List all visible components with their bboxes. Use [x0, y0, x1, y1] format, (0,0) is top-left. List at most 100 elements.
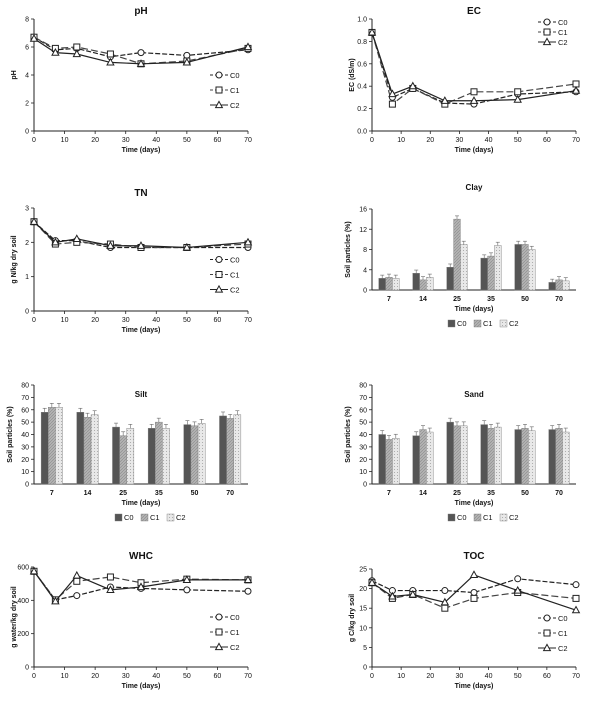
- bar-c1: [555, 428, 563, 485]
- chart-sand: Sand 0 10 20 30 40 50 60 70 80 Soil particles (%) T…: [345, 383, 576, 522]
- bar-c0: [76, 412, 85, 485]
- y-tick-label: 5: [363, 645, 367, 652]
- x-tick-label: 30: [456, 673, 464, 680]
- bar-c1: [226, 418, 234, 485]
- x-tick-label: 30: [122, 137, 130, 144]
- x-tick-label: 50: [183, 317, 191, 324]
- x-tick-label: 0: [370, 137, 374, 144]
- y-axis-label: Soil particles (%): [345, 221, 352, 277]
- bar-c0: [514, 429, 522, 485]
- y-tick-label: 0: [363, 482, 367, 489]
- y-tick-label: 1: [25, 274, 29, 281]
- bar-c2: [392, 438, 400, 485]
- legend-label: C2: [230, 101, 240, 110]
- bar-c0: [378, 278, 386, 291]
- x-tick-label: 50: [521, 296, 529, 303]
- y-tick-label: 20: [359, 586, 367, 593]
- x-tick-label: 50: [191, 490, 199, 497]
- y-tick-label: 10: [359, 469, 367, 476]
- data-point-c2: [51, 47, 60, 56]
- y-tick-label: 8: [25, 17, 29, 24]
- y-tick-label: 0: [363, 665, 367, 672]
- data-point-c2: [243, 575, 253, 583]
- x-axis-label: Time (days): [122, 327, 161, 334]
- x-tick-label: 40: [485, 137, 493, 144]
- bar-c1: [119, 435, 127, 485]
- x-tick-label: 0: [32, 673, 36, 680]
- legend-marker: [214, 642, 224, 651]
- legend-label: C2: [558, 38, 568, 47]
- x-axis-label: Time (days): [122, 500, 161, 507]
- bar-c2: [126, 428, 135, 485]
- chart-title: WHC: [129, 551, 153, 562]
- bar-c1: [487, 428, 495, 485]
- legend-label: C1: [483, 513, 493, 522]
- y-tick-label: 0.8: [357, 39, 367, 46]
- bar-c1: [487, 255, 495, 291]
- x-tick-label: 25: [453, 490, 461, 497]
- y-axis-label: Soil particles (%): [7, 406, 14, 462]
- x-tick-label: 35: [155, 490, 163, 497]
- data-point-c2: [72, 570, 82, 579]
- data-point-c2: [367, 27, 377, 36]
- bar-c2: [426, 431, 434, 485]
- x-tick-label: 20: [91, 673, 99, 680]
- y-tick-label: 10: [359, 625, 367, 632]
- x-axis-label: Time (days): [122, 683, 161, 690]
- legend-swatch: [447, 319, 456, 328]
- bar-c0: [412, 435, 420, 485]
- bar-c1: [190, 425, 199, 485]
- data-point-c2: [440, 597, 450, 606]
- data-point-c0: [572, 581, 580, 589]
- x-tick-label: 40: [152, 673, 160, 680]
- legend-swatch: [499, 513, 508, 522]
- y-tick-label: 20: [21, 457, 29, 464]
- bar-c1: [83, 416, 92, 485]
- legend-swatch: [140, 513, 149, 522]
- x-tick-label: 20: [426, 673, 434, 680]
- x-tick-label: 7: [50, 490, 54, 497]
- legend-marker: [214, 284, 224, 293]
- chart-tn: TN 0 1 2 3 g N/kg dry soil Time (days) 0 10 20 30 4…: [11, 188, 253, 334]
- legend-swatch: [166, 513, 175, 522]
- bar-c1: [385, 439, 393, 485]
- y-tick-label: 0.4: [357, 84, 367, 91]
- y-axis-label: EC (dS/m): [349, 58, 356, 91]
- bar-c2: [233, 414, 242, 485]
- y-tick-label: 2: [25, 240, 29, 247]
- data-point-c2: [29, 33, 39, 42]
- x-tick-label: 0: [32, 137, 36, 144]
- x-axis-label: Time (days): [455, 683, 494, 690]
- bar-c1: [521, 244, 529, 291]
- data-point-c1: [514, 88, 522, 96]
- y-tick-label: 60: [359, 407, 367, 414]
- data-point-c0: [73, 592, 81, 600]
- legend-marker: [543, 614, 551, 622]
- y-tick-label: 0: [25, 129, 29, 136]
- legend-marker: [215, 86, 223, 94]
- legend-marker: [543, 18, 551, 26]
- chart-toc: TOC 0 5 10 15 20 25 g C/kg dry soil Time (days) 0…: [349, 551, 581, 690]
- bar-c2: [392, 278, 400, 291]
- data-point-c2: [106, 241, 115, 249]
- legend-label: C1: [230, 628, 240, 637]
- legend-label: C1: [558, 629, 568, 638]
- y-tick-label: 3: [25, 206, 29, 213]
- data-point-c2: [571, 86, 581, 94]
- legend-swatch: [499, 319, 508, 328]
- legend-marker: [215, 271, 223, 278]
- y-tick-label: 80: [21, 383, 29, 390]
- y-tick-label: 50: [359, 420, 367, 427]
- data-point-c0: [137, 49, 145, 57]
- legend-label: C0: [230, 71, 240, 80]
- data-point-c0: [514, 575, 522, 583]
- bar-c2: [460, 244, 468, 291]
- legend-label: C0: [558, 614, 568, 623]
- bar-c0: [548, 282, 556, 291]
- y-tick-label: 2: [25, 101, 29, 108]
- bar-c0: [112, 426, 120, 485]
- data-point-c2: [182, 575, 192, 583]
- data-point-c2: [136, 241, 146, 249]
- legend-label: C2: [176, 513, 186, 522]
